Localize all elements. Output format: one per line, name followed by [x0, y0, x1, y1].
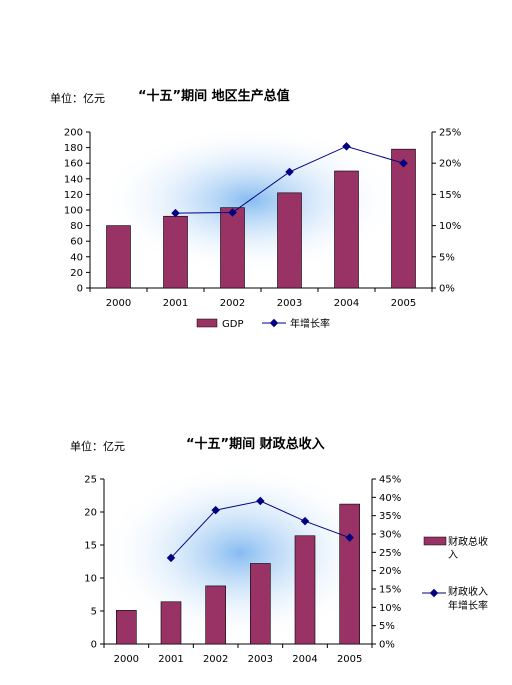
chart1-left-tick-label: 80: [70, 221, 83, 232]
chart1-left-tick-label: 180: [64, 143, 83, 154]
chart1-x-tick-label: 2002: [220, 298, 245, 309]
chart2-left-tick-label: 15: [84, 541, 97, 552]
chart1-legend-gdp-swatch: [196, 318, 218, 328]
chart1-left-tick-label: 120: [64, 190, 83, 201]
chart2-left-tick-label: 10: [84, 574, 97, 585]
chart1-growth-point-2004: [342, 142, 351, 151]
chart2-legend-growth-label-line1: 财政收入: [448, 585, 488, 598]
chart2-bar-2005: [339, 503, 360, 645]
chart1-right-tick-label: 25%: [439, 128, 461, 139]
chart1-left-tick-label: 140: [64, 174, 83, 185]
chart2-left-tick-label: 25: [84, 475, 97, 486]
chart1-legend-gdp-label: GDP: [222, 319, 243, 330]
chart2-bar-2003: [250, 563, 271, 645]
chart2-x-tick-label: 2004: [292, 654, 317, 665]
chart1-growth-point-2005: [399, 158, 408, 168]
chart2-right-tick-label: 5%: [379, 621, 395, 632]
chart2-right-tick-label: 45%: [379, 475, 401, 486]
chart1-bar-2001: [163, 215, 188, 289]
chart1-legend-growth-marker: [269, 318, 279, 328]
chart2-right-tick-label: 40%: [379, 493, 401, 504]
chart1-x-tick-label: 2005: [391, 298, 416, 309]
chart1-x-tick-label: 2003: [277, 298, 302, 309]
chart2-legend-revenue-label-line2: 入: [448, 550, 458, 561]
chart2-unit-label: 单位：亿元: [70, 439, 125, 453]
chart1-right-tick-label: 15%: [439, 190, 461, 201]
chart1-right-tick-label: 5%: [439, 252, 455, 263]
chart1-right-tick-label: 10%: [439, 221, 461, 232]
chart1-growth-point-2001: [171, 208, 180, 218]
chart2-bar-2002: [205, 585, 226, 645]
chart2-title: “十五”期间 财政总收入: [186, 436, 325, 452]
chart1-legend-growth-label: 年增长率: [290, 317, 330, 330]
chart1-bar-2003: [277, 192, 302, 289]
chart2-right-tick-label: 10%: [379, 603, 401, 614]
chart2-legend-revenue-swatch: [423, 536, 447, 546]
chart1-right-tick-label: 0%: [439, 284, 455, 295]
chart1-x-tick-label: 2000: [106, 298, 131, 309]
chart2-bar-2001: [160, 601, 182, 645]
chart1-growth-point-2002: [228, 208, 237, 217]
chart2-right-tick-label: 0%: [379, 640, 395, 651]
chart1-left-tick-label: 40: [70, 252, 83, 263]
chart2-right-tick-label: 20%: [379, 566, 401, 577]
chart2-x-tick-label: 2005: [337, 654, 362, 665]
chart2-x-tick-label: 2003: [248, 654, 273, 665]
chart2-growth-point-2002: [211, 505, 220, 515]
chart2-bar-2000: [116, 610, 137, 645]
chart2-legend-growth-label-line2: 年增长率: [448, 599, 488, 612]
chart2-left-tick-label: 20: [84, 508, 97, 519]
chart1-left-tick-label: 60: [70, 237, 83, 248]
chart2-left-tick-label: 0: [91, 640, 97, 651]
chart2-growth-point-2005: [345, 533, 354, 542]
chart2-right-tick-label: 30%: [379, 530, 401, 541]
chart2-right-tick-label: 25%: [379, 548, 401, 559]
chart1-x-tick-label: 2001: [163, 298, 188, 309]
chart1-left-tick-label: 0: [77, 284, 83, 295]
chart1-bar-2004: [334, 170, 359, 289]
chart1-left-tick-label: 20: [70, 268, 83, 279]
chart2-x-tick-label: 2000: [114, 654, 139, 665]
chart2-growth-point-2003: [256, 496, 265, 506]
chart1-left-tick-label: 100: [64, 206, 83, 217]
chart1-title: “十五”期间 地区生产总值: [138, 88, 290, 104]
chart1-unit-label: 单位：亿元: [50, 91, 105, 105]
chart2-bar-2004: [294, 535, 316, 645]
chart1-right-tick-label: 20%: [439, 159, 461, 170]
chart1-left-tick-label: 160: [64, 159, 83, 170]
chart1-left-tick-label: 200: [64, 128, 83, 139]
chart2-plot-glow: [100, 463, 380, 643]
chart2-right-tick-label: 15%: [379, 585, 401, 596]
chart1-x-tick-label: 2004: [334, 298, 359, 309]
chart1-growth-point-2003: [285, 167, 294, 177]
chart1-bar-2000: [106, 225, 131, 289]
chart1-bar-2002: [220, 207, 245, 289]
chart2-growth-point-2004: [300, 516, 310, 526]
chart2-legend-growth-marker: [429, 588, 439, 598]
chart2-x-tick-label: 2002: [203, 654, 228, 665]
chart2-legend-revenue-label-line1: 财政总收: [448, 535, 488, 548]
chart2-right-tick-label: 35%: [379, 511, 401, 522]
chart2-left-tick-label: 5: [91, 607, 97, 618]
chart2-x-tick-label: 2001: [158, 654, 183, 665]
chart1-bar-2005: [391, 148, 416, 289]
